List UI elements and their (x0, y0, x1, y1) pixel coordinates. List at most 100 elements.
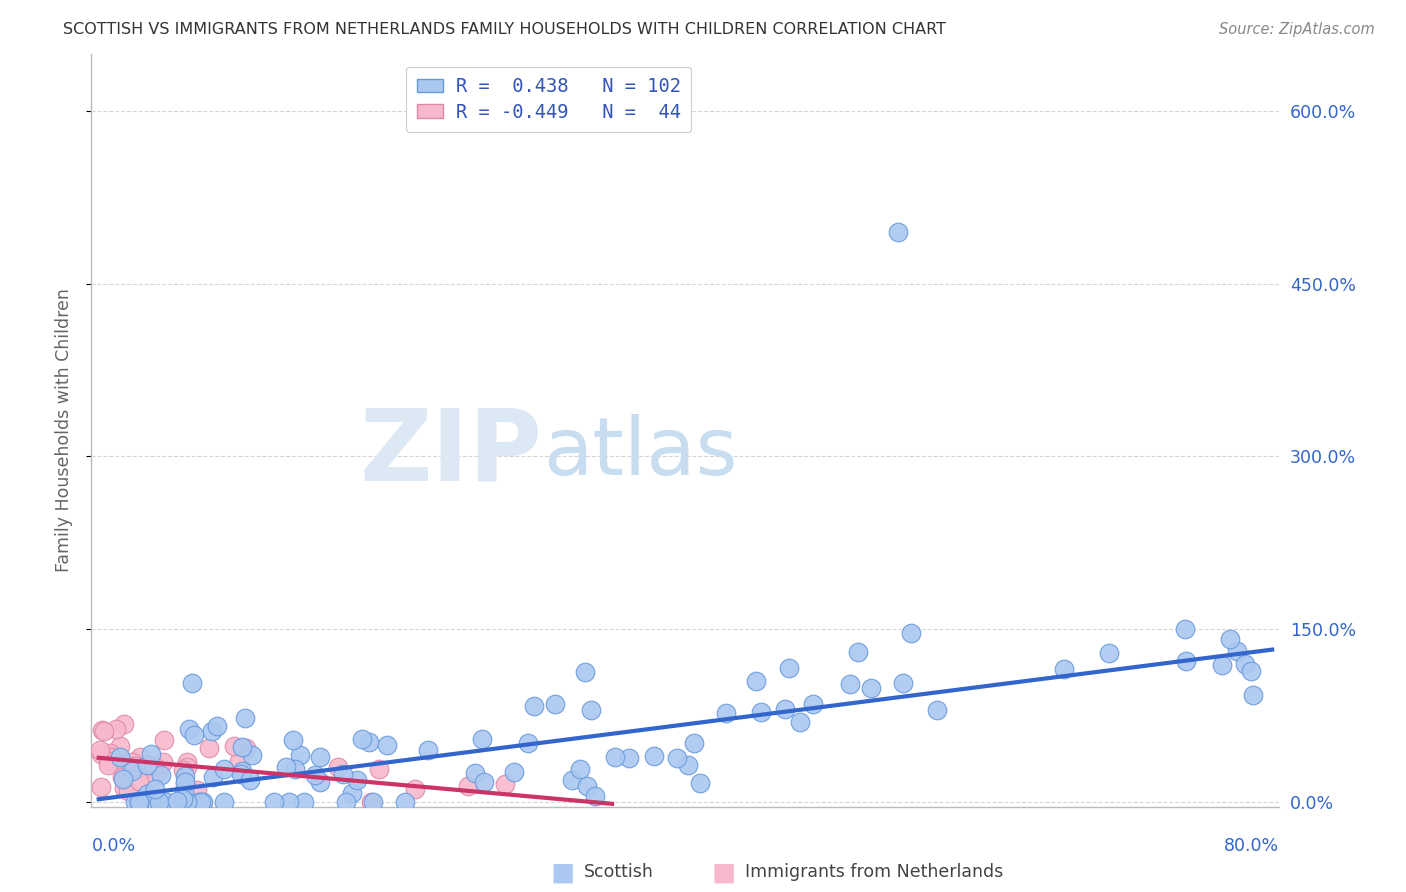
Point (128, 795, 150, 809)
Point (583, 789, 606, 804)
Point (860, 681, 883, 695)
Point (100, 750, 122, 764)
Point (193, 795, 215, 809)
Point (135, 758, 157, 772)
Point (105, 722, 128, 736)
Point (180, 675, 202, 690)
Point (128, 773, 150, 788)
Point (228, 754, 250, 768)
Point (891, 676, 914, 690)
Point (361, 795, 384, 809)
Point (112, 780, 135, 795)
Point (205, 719, 228, 733)
Point (900, 625, 922, 640)
Point (309, 749, 332, 764)
Point (112, 716, 135, 731)
Point (124, 759, 146, 773)
Point (404, 782, 426, 797)
Point (278, 795, 301, 809)
Point (304, 767, 326, 781)
Point (1241, 689, 1264, 703)
Text: ▪: ▪ (711, 854, 737, 891)
Point (139, 747, 162, 762)
Point (138, 770, 160, 784)
Point (745, 674, 768, 689)
Point (124, 795, 146, 809)
Text: 0.0%: 0.0% (91, 837, 135, 855)
Point (97, 757, 120, 772)
Text: 80.0%: 80.0% (1225, 837, 1279, 855)
Point (1211, 657, 1233, 672)
Point (212, 762, 235, 776)
Point (176, 755, 198, 769)
Point (749, 705, 772, 719)
Point (148, 795, 170, 809)
Point (136, 758, 159, 772)
Point (494, 777, 516, 791)
Text: ▪: ▪ (550, 854, 575, 891)
Point (517, 736, 540, 750)
Point (172, 791, 194, 805)
Point (472, 774, 495, 789)
Point (471, 731, 494, 746)
Point (115, 765, 138, 780)
Point (190, 795, 212, 809)
Point (925, 703, 948, 717)
Point (1226, 643, 1249, 657)
Point (152, 755, 174, 769)
Point (155, 795, 177, 809)
Point (375, 739, 398, 753)
Point (153, 732, 176, 747)
Text: SCOTTISH VS IMMIGRANTS FROM NETHERLANDS FAMILY HOUSEHOLDS WITH CHILDREN CORRELAT: SCOTTISH VS IMMIGRANTS FROM NETHERLANDS … (63, 22, 946, 37)
Point (177, 723, 200, 737)
Point (148, 764, 170, 779)
Point (176, 760, 198, 774)
Point (110, 757, 132, 772)
Point (145, 782, 167, 797)
Point (108, 750, 131, 764)
Point (128, 795, 150, 809)
Point (90, 723, 112, 737)
Point (523, 698, 546, 713)
Point (281, 733, 304, 747)
Point (121, 756, 143, 770)
Point (183, 728, 205, 742)
Point (150, 768, 173, 782)
Point (576, 780, 599, 794)
Point (574, 665, 596, 679)
Point (172, 763, 194, 777)
Point (714, 706, 737, 721)
Point (579, 703, 602, 717)
Point (233, 711, 256, 725)
Point (544, 697, 567, 711)
Point (176, 795, 198, 809)
Point (326, 760, 349, 774)
Point (136, 787, 159, 801)
Point (666, 751, 689, 765)
Point (350, 731, 373, 746)
Point (773, 702, 796, 716)
Point (416, 743, 439, 757)
Point (98, 746, 121, 760)
Point (166, 793, 188, 807)
Point (222, 739, 245, 753)
Text: ZIP: ZIP (360, 404, 543, 501)
Point (274, 759, 297, 773)
Point (457, 779, 479, 793)
Point (139, 792, 162, 806)
Point (115, 759, 138, 773)
Point (173, 795, 195, 809)
Point (89, 743, 111, 757)
Point (1098, 646, 1121, 660)
Point (201, 723, 224, 738)
Point (174, 774, 197, 789)
Point (129, 750, 152, 764)
Y-axis label: Family Households with Children: Family Households with Children (55, 288, 73, 573)
Point (801, 697, 824, 711)
Point (284, 763, 307, 777)
Point (93, 723, 115, 738)
Point (357, 735, 380, 749)
Legend: R =  0.438   N = 102, R = -0.449   N =  44: R = 0.438 N = 102, R = -0.449 N = 44 (406, 67, 692, 132)
Point (112, 772, 135, 786)
Point (143, 759, 166, 773)
